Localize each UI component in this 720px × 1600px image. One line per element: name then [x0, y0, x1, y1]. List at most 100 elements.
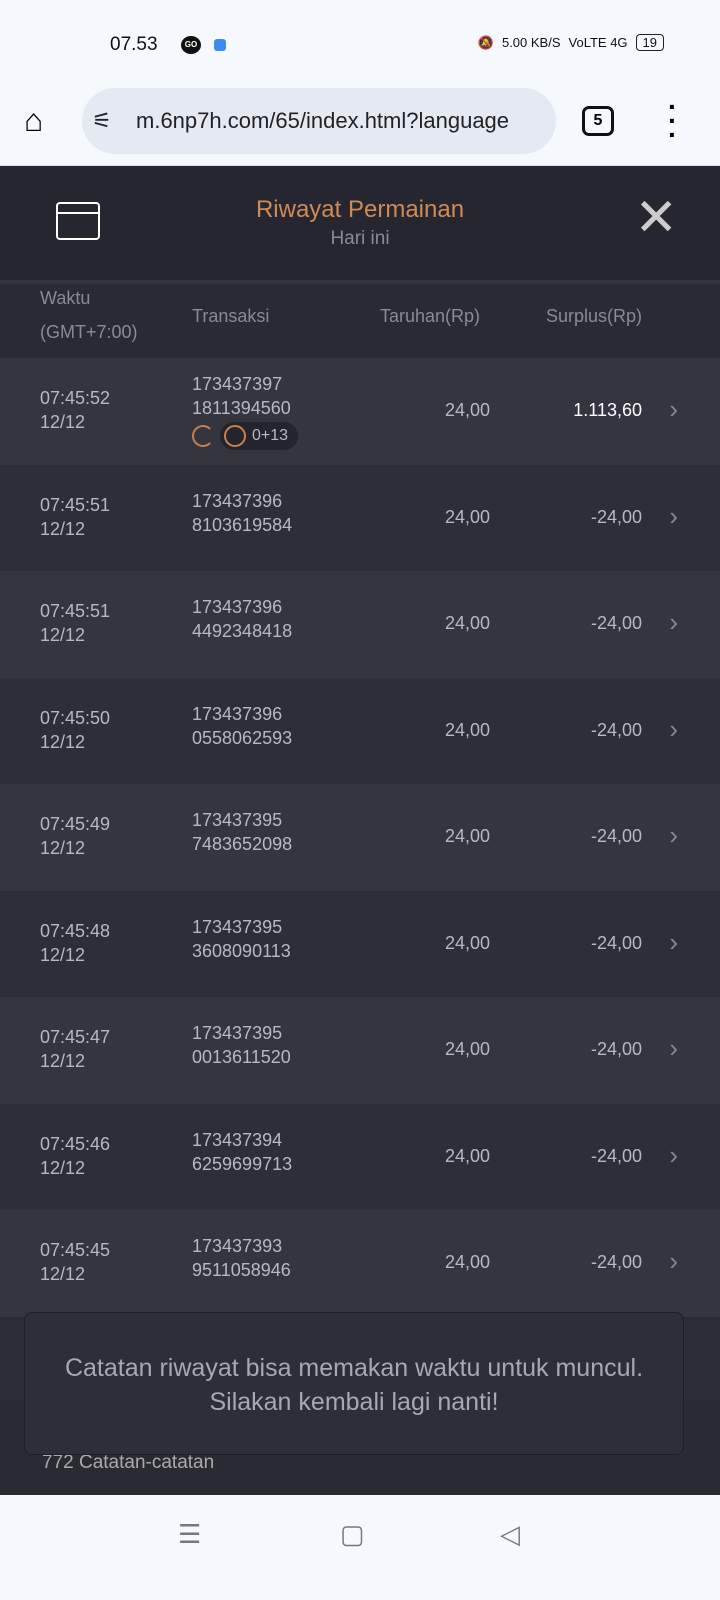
row-date: 12/12	[40, 944, 86, 965]
url-text: m.6np7h.com/65/index.html?language	[136, 108, 510, 133]
row-date: 12/12	[40, 412, 86, 432]
table-row[interactable]: 07:45:51 12/12 173437396 4492348418 24,0…	[0, 571, 720, 678]
col-timezone: (GMT+7:00)	[40, 322, 138, 342]
row-date: 12/12	[40, 625, 86, 645]
row-time: 07:45:49	[40, 814, 111, 834]
tab-switcher-button[interactable]: 5	[582, 106, 614, 136]
row-tx-line1: 173437395	[192, 1023, 283, 1043]
row-bet: 24,00	[444, 1145, 490, 1166]
row-tx-line1: 173437397	[192, 374, 283, 394]
row-time: 07:45:45	[40, 1240, 111, 1260]
chevron-right-icon[interactable]: ›	[669, 820, 678, 850]
browser-toolbar: ⌂ ⚟ m.6np7h.com/65/index.html?language 5…	[0, 88, 720, 166]
row-bet: 24,00	[444, 1252, 490, 1272]
row-tx-line2: 0558062593	[192, 727, 293, 748]
site-settings-icon[interactable]: ⚟	[92, 108, 112, 133]
row-tx-line1: 173437396	[192, 703, 283, 724]
row-tx-line2: 7483652098	[192, 834, 293, 854]
table-row[interactable]: 07:45:51 12/12 173437396 8103619584 24,0…	[0, 464, 720, 571]
table-row[interactable]: 07:45:45 12/12 173437393 9511058946 24,0…	[0, 1210, 720, 1317]
row-date: 12/12	[40, 1157, 86, 1178]
row-surplus: -24,00	[590, 932, 642, 953]
row-time: 07:45:51	[40, 601, 111, 621]
row-tx-line1: 173437396	[192, 490, 283, 511]
table-row[interactable]: 07:45:50 12/12 173437396 0558062593 24,0…	[0, 677, 720, 784]
chevron-right-icon[interactable]: ›	[669, 1139, 678, 1170]
row-tx-line1: 173437393	[192, 1236, 283, 1256]
row-date: 12/12	[40, 731, 86, 752]
row-bet: 24,00	[444, 400, 490, 420]
row-bet: 24,00	[444, 1039, 490, 1059]
row-date: 12/12	[40, 518, 86, 539]
home-button-icon[interactable]: ▢	[340, 1519, 365, 1549]
row-time: 07:45:46	[40, 1133, 111, 1154]
row-tx-line2: 0013611520	[192, 1047, 291, 1067]
row-surplus: -24,00	[590, 1252, 642, 1272]
chevron-right-icon[interactable]: ›	[669, 500, 678, 531]
row-tx-line2: 6259699713	[192, 1153, 293, 1174]
row-surplus: -24,00	[590, 1039, 642, 1059]
free-spin-badge: 0+13	[220, 422, 299, 450]
replay-icon	[192, 425, 214, 447]
row-surplus: -24,00	[590, 506, 642, 527]
row-tx-line2: 4492348418	[192, 621, 293, 641]
clock: 07.53	[110, 34, 158, 55]
system-nav-bar: ☰ ▢ ◁	[0, 1495, 720, 1600]
table-row[interactable]: 07:45:49 12/12 173437395 7483652098 24,0…	[0, 784, 720, 891]
status-bar: 07.53 GO 🔕 5.00 KB/S VoLTE 4G 19	[0, 0, 720, 88]
row-tx-line2: 9511058946	[192, 1260, 291, 1280]
row-bet: 24,00	[444, 932, 490, 953]
page-title: Riwayat Permainan	[255, 196, 465, 223]
free-spin-icon	[224, 425, 246, 447]
row-surplus: 1.113,60	[573, 400, 642, 420]
history-table: 07:45:52 12/12 173437397 1811394560 0+13…	[0, 358, 720, 1317]
row-tx-line1: 173437394	[192, 1129, 283, 1150]
row-time: 07:45:47	[40, 1027, 111, 1047]
mute-icon: 🔕	[477, 34, 494, 50]
chevron-right-icon[interactable]: ›	[669, 926, 678, 957]
badge-text: 0+13	[252, 427, 289, 444]
row-tx-line1: 173437395	[192, 810, 283, 830]
chevron-right-icon[interactable]: ›	[669, 1246, 678, 1276]
signal-icon: VoLTE 4G	[568, 35, 628, 50]
chevron-right-icon[interactable]: ›	[669, 713, 678, 744]
row-bet: 24,00	[444, 826, 490, 846]
calendar-icon[interactable]	[56, 202, 100, 240]
row-tx-line1: 173437395	[192, 916, 283, 937]
row-bet: 24,00	[444, 719, 490, 740]
col-surplus: Surplus(Rp)	[545, 306, 642, 326]
row-tx-line2: 8103619584	[192, 514, 293, 535]
home-icon[interactable]: ⌂	[24, 102, 44, 138]
recents-icon[interactable]: ☰	[178, 1519, 202, 1549]
col-time: Waktu	[40, 288, 91, 308]
table-row[interactable]: 07:45:48 12/12 173437395 3608090113 24,0…	[0, 890, 720, 997]
col-bet: Taruhan(Rp)	[379, 306, 480, 326]
toast-message: Catatan riwayat bisa memakan waktu untuk…	[24, 1312, 684, 1455]
chevron-right-icon[interactable]: ›	[669, 394, 678, 424]
row-surplus: -24,00	[590, 826, 642, 846]
table-header: Waktu (GMT+7:00) Transaksi Taruhan(Rp) S…	[0, 284, 720, 358]
app-notification-icon	[214, 39, 226, 51]
chevron-right-icon[interactable]: ›	[669, 607, 678, 637]
back-icon[interactable]: ◁	[500, 1519, 520, 1549]
row-time: 07:45:50	[40, 707, 111, 728]
row-date: 12/12	[40, 1264, 86, 1284]
table-row[interactable]: 07:45:47 12/12 173437395 0013611520 24,0…	[0, 997, 720, 1104]
table-row[interactable]: 07:45:46 12/12 173437394 6259699713 24,0…	[0, 1103, 720, 1210]
col-transaction: Transaksi	[192, 306, 270, 326]
more-menu-icon[interactable]: · · ·	[668, 91, 678, 150]
row-date: 12/12	[40, 838, 86, 858]
chevron-right-icon[interactable]: ›	[669, 1033, 678, 1063]
row-tx-line2: 3608090113	[192, 940, 291, 961]
address-bar[interactable]: ⚟ m.6np7h.com/65/index.html?language	[82, 88, 556, 154]
close-icon[interactable]: ✕	[634, 189, 678, 247]
net-speed: 5.00 KB/S	[501, 35, 561, 50]
go-app-icon: GO	[181, 36, 201, 54]
date-filter-label: Hari ini	[330, 228, 390, 249]
row-date: 12/12	[40, 1051, 86, 1071]
battery-icon: 19	[635, 34, 664, 51]
row-tx-line2: 1811394560	[192, 398, 291, 418]
row-surplus: -24,00	[590, 613, 642, 633]
row-surplus: -24,00	[590, 1145, 642, 1166]
table-row[interactable]: 07:45:52 12/12 173437397 1811394560 0+13…	[0, 358, 720, 465]
